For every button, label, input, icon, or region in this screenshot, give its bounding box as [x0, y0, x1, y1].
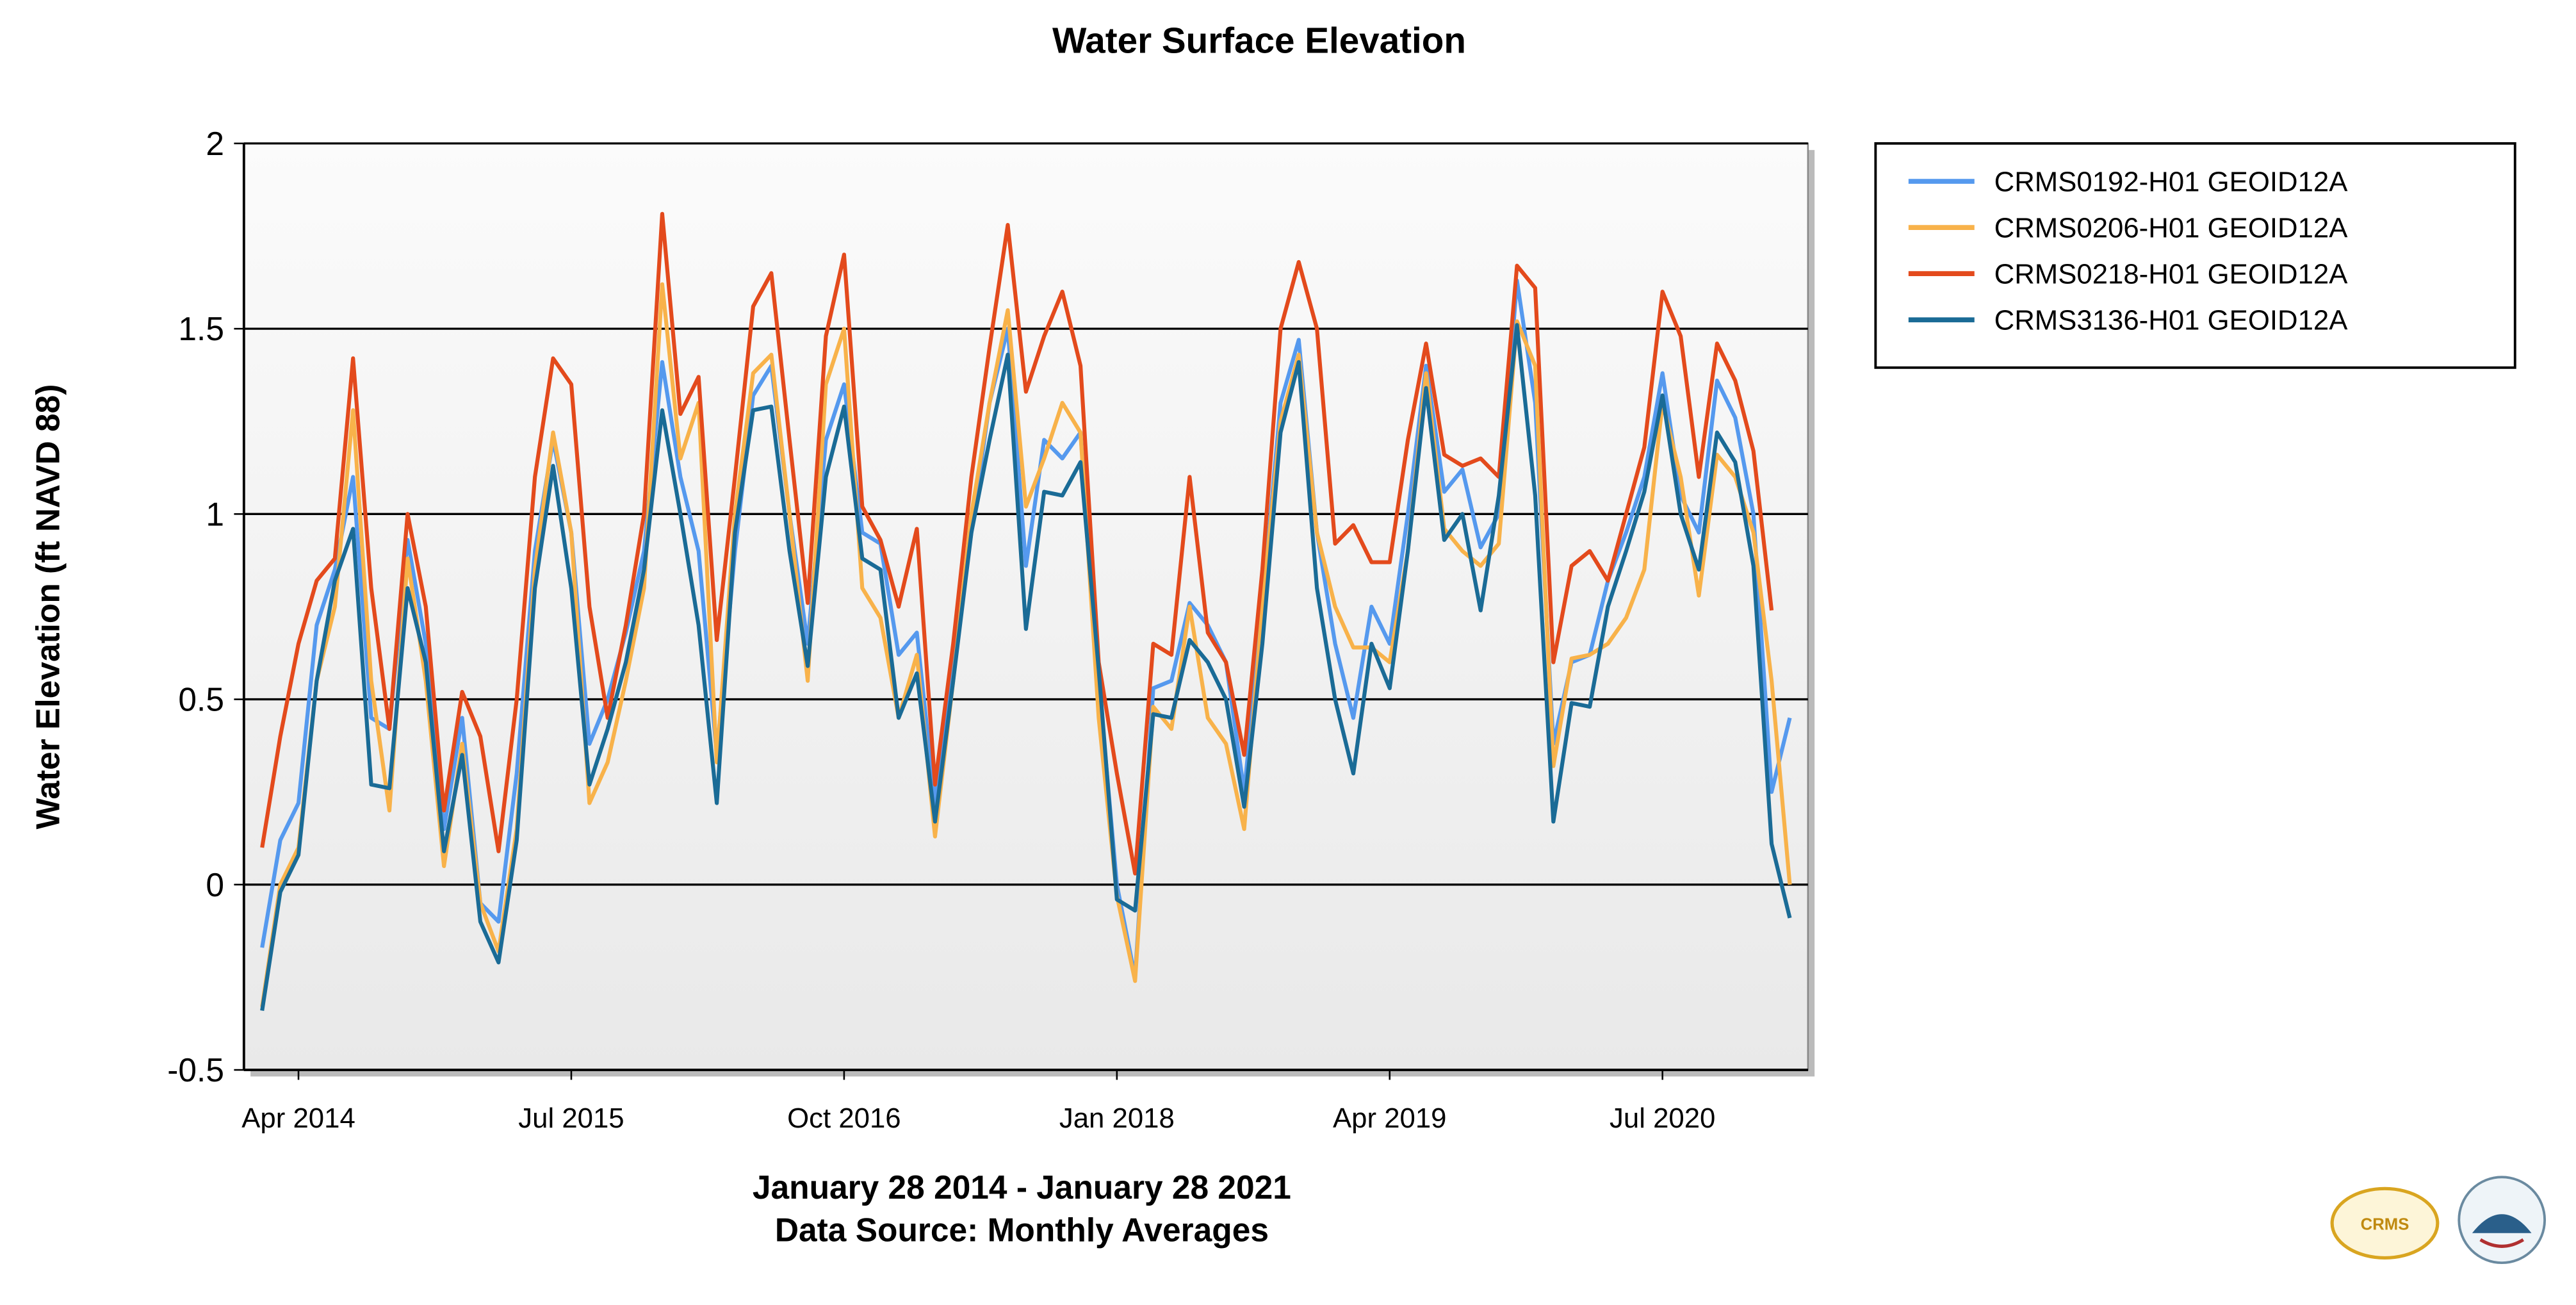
legend-label: CRMS0192-H01 GEOID12A: [1994, 167, 2349, 198]
logo-seal-art: [2472, 1214, 2532, 1233]
legend-label: CRMS3136-H01 GEOID12A: [1994, 305, 2349, 336]
legend-box: [1874, 142, 2516, 369]
chart-title: Water Surface Elevation: [1052, 20, 1466, 60]
x-tick-label: Apr 2014: [241, 1103, 355, 1134]
y-tick-label: 1: [206, 495, 224, 532]
x-tick-label: Jan 2018: [1059, 1103, 1175, 1134]
legend-label: CRMS0218-H01 GEOID12A: [1994, 259, 2349, 290]
y-axis-label: Water Elevation (ft NAVD 88): [29, 384, 67, 830]
series-line: [260, 323, 1792, 1011]
logo: CRMS: [2330, 1176, 2547, 1265]
x-tick-label: Oct 2016: [787, 1103, 901, 1134]
x-tick-label: Jul 2015: [518, 1103, 624, 1134]
y-tick-label: -0.5: [167, 1051, 224, 1088]
y-tick-label: 0.5: [178, 681, 224, 718]
logo-badge: [2330, 1186, 2440, 1260]
y-tick-label: 0: [206, 866, 224, 903]
subtitle: January 28 2014 - January 28 2021: [753, 1169, 1291, 1206]
x-tick-label: Apr 2019: [1333, 1103, 1447, 1134]
y-tick-label: 1.5: [178, 310, 224, 347]
series-line: [260, 211, 1774, 876]
x-tick-label: Jul 2020: [1610, 1103, 1715, 1134]
logo-seal-art: [2479, 1238, 2525, 1248]
y-tick-label: 2: [206, 125, 224, 162]
logo-text: CRMS: [2361, 1216, 2409, 1234]
legend-label: CRMS0206-H01 GEOID12A: [1994, 213, 2349, 244]
subtitle: Data Source: Monthly Averages: [775, 1211, 1269, 1249]
